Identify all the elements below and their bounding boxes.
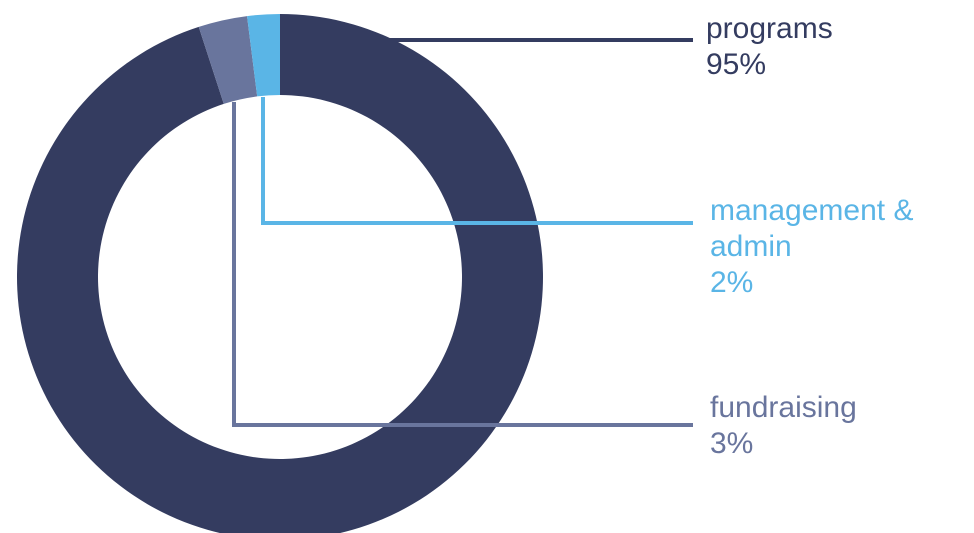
slice-programs [17, 14, 543, 533]
slice-value-programs: 95% [706, 48, 766, 81]
slice-management-and-admin [247, 14, 280, 97]
donut-slices [17, 14, 543, 533]
slice-label-management-and-admin-line-2: admin [710, 230, 792, 263]
slice-label-programs: programs [706, 12, 833, 45]
slice-fundraising [198, 16, 258, 104]
slice-label-management-and-admin-line-1: management & [710, 194, 913, 227]
leader-line-management-and-admin [261, 97, 693, 225]
slice-value-management-and-admin: 2% [710, 266, 753, 299]
slice-value-fundraising: 3% [710, 427, 753, 460]
leader-line-fundraising [232, 102, 693, 427]
leader-lines [232, 38, 693, 427]
slice-label-fundraising: fundraising [710, 391, 857, 424]
